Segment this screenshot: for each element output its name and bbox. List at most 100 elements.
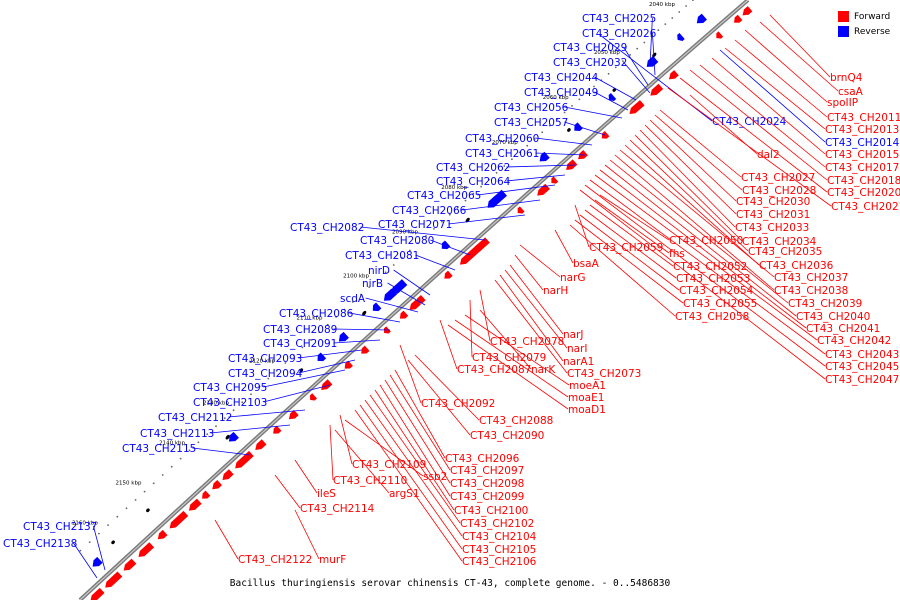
forward-leader-line [594,174,818,341]
forward-gene-label: moeA1 [569,380,606,392]
rna-feature [111,540,115,545]
forward-leader-line [654,114,743,191]
gc-track-dot [152,482,155,485]
reverse-leader-line [210,424,291,434]
gc-track-dot [318,331,321,334]
reverse-gene-label: CT43_CH2081 [345,250,419,262]
gc-track-dot [541,131,544,134]
forward-gene-label: narA1 [563,356,594,368]
reverse-gene-label: scdA [340,293,366,305]
reverse-gene-arrow [696,13,707,24]
forward-leader-line [734,39,828,118]
gc-track-dot [526,144,529,147]
forward-gene-arrow [459,244,482,265]
forward-leader-line [469,299,473,358]
forward-gene-arrow [601,131,610,139]
forward-gene-label: CT43_CH2021 [831,201,900,213]
scale-tick-label: 2090 kbp [392,229,418,235]
gc-track-dot [622,60,624,62]
forward-gene-label: CT43_CH2037 [774,272,848,284]
reverse-leader-line [462,199,541,211]
reverse-gene-label: nirD [368,265,390,277]
forward-gene-label: CT43_CH2090 [470,430,544,442]
forward-leader-line [624,144,760,266]
forward-leader-line [509,264,564,335]
forward-gene-label: CT43_CH2054 [679,285,754,297]
forward-leader-line [594,199,670,254]
gc-track-dot [441,220,443,223]
forward-leader-line [407,359,471,436]
map-caption: Bacillus thuringiensis serovar chinensis… [229,578,671,589]
reverse-gene-label: CT43_CH2071 [378,219,452,231]
forward-leader-line [639,129,736,228]
gc-track-dot [480,185,482,188]
forward-leader-line [294,509,320,560]
forward-leader-line [389,374,451,471]
forward-gene-label: fhs [669,248,685,260]
reverse-gene-arrow [646,55,659,67]
forward-leader-line [609,159,789,304]
forward-gene-label: bsaA [573,258,600,270]
forward-leader-line [214,519,239,560]
gc-track-dot [607,72,610,75]
forward-leader-line [369,394,461,524]
forward-gene-arrow [188,498,202,511]
forward-leader-line [574,219,684,304]
forward-gene-arrow [321,379,333,390]
forward-leader-line [479,309,532,370]
gc-track-dot [464,199,467,202]
scale-tick-label: 2110 kbp [297,316,323,322]
forward-leader-line [579,214,680,291]
reverse-leader-line [393,269,431,296]
rna-feature [225,434,230,440]
gc-track-dot [664,23,667,25]
forward-gene-label: CT43_CH2028 [742,185,816,197]
reverse-gene-label: CT43_CH2089 [263,324,337,336]
gc-track-dot [518,151,521,154]
reverse-gene-label: CT43_CH2032 [553,57,627,69]
reverse-gene-label: CT43_CH2094 [228,368,303,380]
reverse-leader-line [365,297,419,313]
reverse-leader-line [430,239,471,256]
forward-gene-label: CT43_CH2110 [333,475,407,487]
reverse-gene-arrow [383,288,397,301]
forward-gene-arrow [537,183,550,196]
gc-track-dot [161,474,164,476]
forward-gene-arrow [517,206,525,214]
forward-gene-label: CT43_CH2011 [827,112,900,124]
forward-leader-line [744,29,828,103]
forward-leader-line [379,384,451,497]
forward-leader-line [699,64,826,168]
legend-forward-label: Forward [854,11,891,22]
reverse-gene-arrow [372,302,382,312]
forward-gene-label: CT43_CH2033 [735,222,809,234]
gc-track-dot [250,393,252,396]
reverse-swatch [838,26,849,37]
forward-gene-arrow [310,393,317,401]
gc-track-dot [275,369,278,372]
reverse-leader-line [535,152,586,156]
forward-leader-line [519,244,561,278]
reverse-gene-label: CT43_CH2024 [712,116,787,128]
forward-gene-label: CT43_CH2055 [683,298,757,310]
forward-gene-label: CT43_CH2114 [300,503,375,515]
reverse-leader-line [477,184,556,196]
forward-gene-label: narH [543,285,568,297]
reverse-leader-line [415,254,456,271]
reverse-leader-line [564,121,606,136]
forward-leader-line [504,269,568,349]
gc-track-dot [585,92,588,94]
gc-track-dot [360,293,362,296]
forward-leader-line [614,154,775,291]
reverse-gene-label: CT43_CH2113 [140,428,214,440]
forward-leader-line [584,209,677,279]
forward-leader-line [604,164,797,317]
forward-leader-line [464,314,570,386]
gc-track-dot [488,178,490,181]
forward-gene-label: CT43_CH2043 [825,349,899,361]
gc-track-dot [310,339,312,341]
gc-track-dot [571,105,573,107]
forward-gene-label: CT43_CH2092 [421,398,495,410]
forward-leader-line [394,369,446,459]
forward-gene-label: CT43_CH2088 [479,415,553,427]
